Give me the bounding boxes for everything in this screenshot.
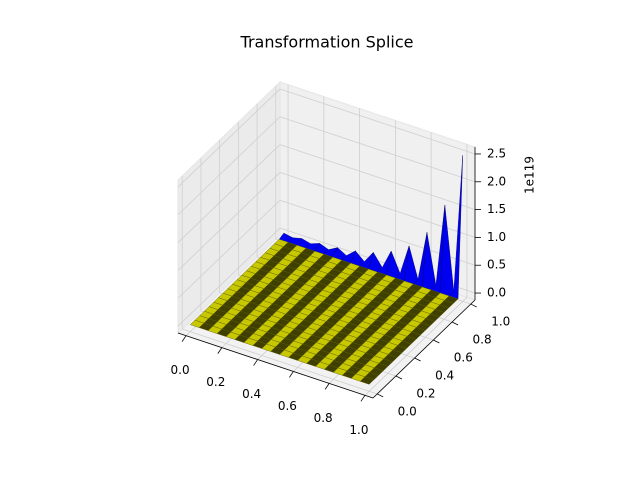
y-tick-mark (470, 303, 477, 308)
grid-line (182, 328, 378, 395)
y-tick-mark (433, 339, 440, 344)
y-tick-mark (377, 393, 384, 398)
x-tick-mark (324, 383, 330, 390)
grid-line (177, 88, 281, 188)
grid-line (177, 172, 281, 271)
x-axis-line (177, 332, 374, 399)
grid-line (177, 227, 281, 327)
z-tick-label: 1.5 (487, 202, 506, 216)
x-tick-mark (289, 371, 294, 378)
y-tick-label: 0.0 (398, 404, 417, 418)
grid-line (177, 144, 281, 243)
x-tick-label: 0.4 (242, 387, 261, 401)
grid-line (279, 88, 476, 155)
z-tick-label: 0.0 (487, 286, 506, 300)
y-tick-label: 0.6 (454, 351, 473, 365)
y-tick-mark (451, 321, 459, 326)
y-tick-label: 1.0 (491, 315, 510, 329)
y-tick-label: 0.4 (435, 368, 454, 382)
y-tick-label: 0.8 (473, 333, 492, 347)
grid-line (177, 199, 281, 299)
grid-line (177, 116, 281, 216)
grid-line (279, 116, 476, 183)
z-tick-label: 2.0 (487, 174, 506, 188)
x-tick-label: 0.6 (278, 399, 297, 413)
y-tick-mark (414, 357, 421, 362)
x-tick-label: 0.0 (171, 363, 190, 377)
x-tick-label: 1.0 (349, 423, 368, 437)
grid-line (279, 144, 476, 210)
z-offset-label: 1e119 (523, 156, 537, 194)
x-tick-label: 0.2 (206, 375, 225, 389)
surface-face (360, 376, 375, 385)
grid-line (364, 297, 468, 396)
y-axis-line (372, 299, 476, 399)
x-tick-mark (217, 347, 223, 354)
x-tick-mark (181, 335, 187, 342)
z-tick-label: 0.5 (487, 258, 506, 272)
x-tick-mark (253, 359, 258, 366)
x-tick-mark (360, 395, 366, 402)
y-tick-label: 0.2 (416, 386, 435, 400)
z-tick-label: 1.0 (487, 230, 506, 244)
x-tick-label: 0.8 (314, 411, 333, 425)
y-tick-mark (395, 375, 403, 380)
chart-title: Transformation Splice (240, 33, 414, 52)
z-tick-label: 2.5 (487, 146, 506, 160)
